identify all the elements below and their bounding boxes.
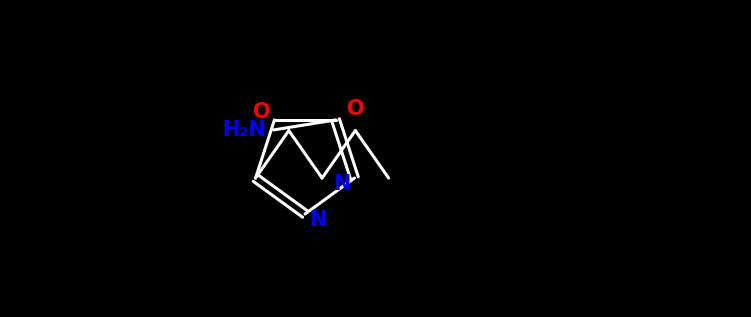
Text: O: O — [252, 102, 270, 122]
Text: N: N — [333, 174, 350, 194]
Text: N: N — [309, 210, 327, 230]
Text: H₂N: H₂N — [222, 120, 266, 140]
Text: O: O — [346, 99, 364, 119]
